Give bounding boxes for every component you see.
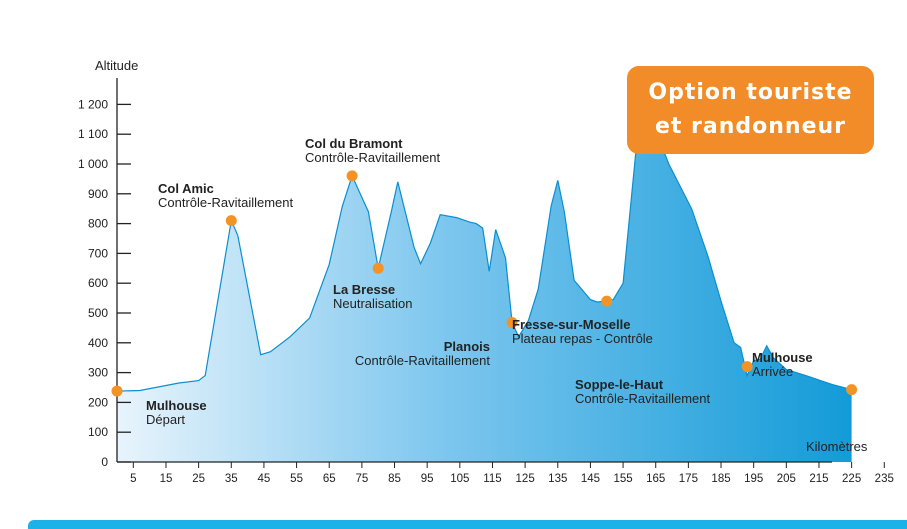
- x-tick-label: 175: [679, 473, 698, 485]
- x-tick-label: 85: [388, 473, 401, 485]
- y-axis-label: Altitude: [95, 58, 138, 73]
- x-tick-label: 25: [192, 473, 205, 485]
- x-tick-label: 105: [450, 473, 469, 485]
- stop-name: Soppe-le-Haut: [575, 377, 664, 392]
- stop-note: Contrôle-Ravitaillement: [355, 353, 490, 368]
- y-tick-label: 400: [88, 336, 108, 350]
- stop-name: Col du Bramont: [305, 136, 403, 151]
- y-tick-label: 700: [88, 246, 108, 260]
- stop-marker: [225, 215, 237, 227]
- x-tick-label: 45: [258, 473, 271, 485]
- y-tick-label: 800: [88, 217, 108, 231]
- x-tick-label: 185: [711, 473, 730, 485]
- stop-marker: [506, 317, 518, 329]
- altitude-profile-area: [117, 114, 852, 463]
- stop-note: Départ: [146, 412, 185, 427]
- stop-note: Plateau repas - Contrôle: [512, 331, 653, 346]
- x-tick-label: 135: [548, 473, 567, 485]
- stop-note: Contrôle-Ravitaillement: [305, 150, 440, 165]
- stop-note: Contrôle-Ravitaillement: [158, 195, 293, 210]
- x-tick-label: 55: [290, 473, 303, 485]
- stop-name: Fresse-sur-Moselle: [512, 317, 631, 332]
- stop-note: Arrivée: [752, 364, 793, 379]
- x-tick-label: 95: [421, 473, 434, 485]
- y-tick-label: 200: [88, 395, 108, 409]
- x-tick-label: 235: [875, 473, 894, 485]
- x-tick-label: 155: [613, 473, 632, 485]
- stop-marker: [372, 262, 384, 274]
- stop-marker: [111, 385, 123, 397]
- stop-name: Mulhouse: [146, 398, 207, 413]
- y-tick-label: 600: [88, 276, 108, 290]
- stop-name: La Bresse: [333, 282, 395, 297]
- stop-name: Mulhouse: [752, 350, 813, 365]
- x-tick-label: 125: [516, 473, 535, 485]
- x-tick-label: 225: [842, 473, 861, 485]
- x-tick-label: 65: [323, 473, 336, 485]
- footer-bar: [28, 520, 907, 529]
- badge-line-1: Option touriste: [648, 80, 853, 105]
- stop-name: Planois: [444, 339, 490, 354]
- x-tick-label: 215: [809, 473, 828, 485]
- badge-line-2: et randonneur: [654, 114, 847, 139]
- y-tick-label: 900: [88, 187, 108, 201]
- y-tick-label: 500: [88, 306, 108, 320]
- x-tick-label: 145: [581, 473, 600, 485]
- x-tick-label: 15: [160, 473, 173, 485]
- altitude-profile-line: [116, 113, 852, 392]
- stop-name: Col Amic: [158, 181, 214, 196]
- stop-marker: [346, 170, 358, 182]
- y-tick-label: 1 000: [78, 157, 108, 171]
- y-tick-label: 300: [88, 366, 108, 380]
- y-tick-label: 1 200: [78, 97, 108, 111]
- y-tick-label: 0: [101, 455, 108, 469]
- stop-marker: [846, 384, 858, 396]
- stop-marker: [601, 295, 613, 307]
- y-tick-label: 1 100: [78, 127, 108, 141]
- x-tick-label: 35: [225, 473, 238, 485]
- x-tick-label: 195: [744, 473, 763, 485]
- x-tick-label: 205: [777, 473, 796, 485]
- x-tick-label: 115: [483, 473, 501, 485]
- x-axis-label: Kilomètres: [806, 439, 868, 454]
- x-tick-label: 165: [646, 473, 665, 485]
- stop-marker: [741, 361, 753, 373]
- x-tick-label: 5: [130, 473, 136, 485]
- option-badge: Option touriste et randonneur: [627, 66, 874, 154]
- stop-note: Contrôle-Ravitaillement: [575, 391, 710, 406]
- y-tick-label: 100: [88, 425, 108, 439]
- stop-note: Neutralisation: [333, 296, 413, 311]
- x-tick-label: 75: [355, 473, 368, 485]
